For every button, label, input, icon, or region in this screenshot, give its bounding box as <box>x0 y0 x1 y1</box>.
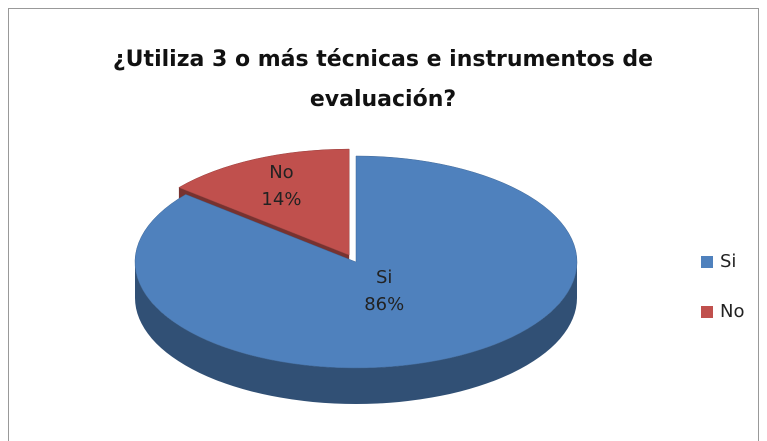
slice <box>178 148 350 256</box>
slice-category-label: Si <box>376 267 392 288</box>
slice-value-label: 86% <box>364 294 404 315</box>
slice-side <box>135 262 577 404</box>
slice-category-label: No <box>269 162 293 183</box>
slice-value-label: 14% <box>261 189 301 210</box>
legend-swatch <box>701 256 713 268</box>
legend-swatch <box>701 306 713 318</box>
chart-title: ¿Utiliza 3 o más técnicas e instrumentos… <box>112 47 654 112</box>
slice <box>134 155 578 369</box>
legend-label: No <box>720 301 744 322</box>
legend-label: Si <box>720 251 736 272</box>
